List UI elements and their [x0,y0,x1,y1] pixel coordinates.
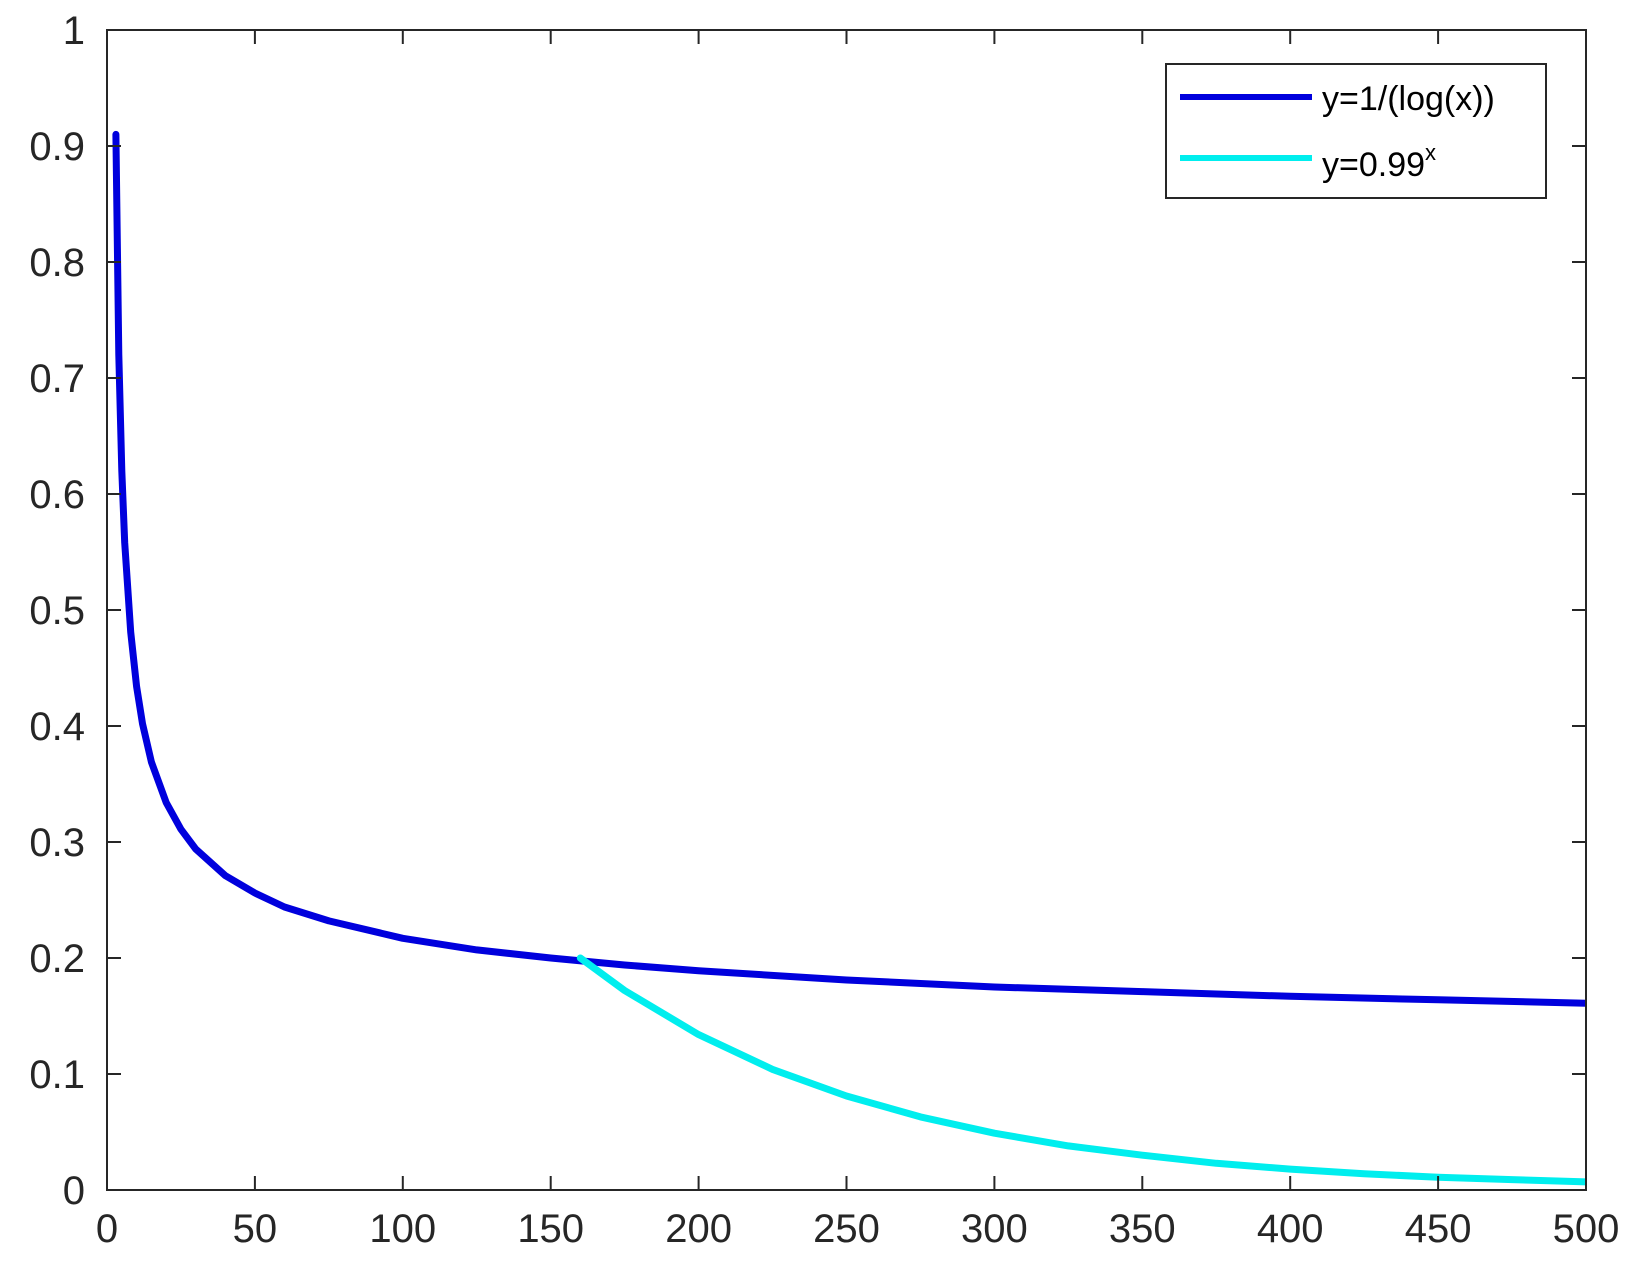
y-tick-label-8: 0.8 [29,241,85,285]
y-tick-label-6: 0.6 [29,473,85,517]
y-tick-label-3: 0.3 [29,821,85,865]
x-tick-label-5: 250 [813,1207,880,1251]
legend-box [1165,63,1547,199]
legend-label-1: y=0.99x [1322,140,1436,184]
tick-layer: 0 50 100 150 200 250 300 350 400 450 500 0 0.1 0.2 0.3… [29,9,1619,1251]
legend-label-0-base: y=1/(log(x)) [1322,80,1495,118]
series-line-1 [576,954,1586,1186]
series-line-0 [112,130,1586,1007]
x-tick-label-1: 50 [233,1207,278,1251]
y-tick-label-10: 1 [63,9,85,53]
y-tick-label-0: 0 [63,1169,85,1213]
x-tick-label-2: 100 [369,1207,436,1251]
y-tick-label-9: 0.9 [29,125,85,169]
x-tick-label-4: 200 [665,1207,732,1251]
y-tick-label-2: 0.2 [29,937,85,981]
legend-label-0: y=1/(log(x)) [1322,80,1495,118]
y-tick-label-4: 0.4 [29,705,85,749]
x-tick-label-10: 500 [1553,1207,1620,1251]
y-tick-label-5: 0.5 [29,589,85,633]
legend-label-1-superscript: x [1425,140,1436,165]
y-tick-label-1: 0.1 [29,1053,85,1097]
legend-label-1-base: y=0.99 [1322,146,1425,184]
series-layer [112,130,1586,1186]
x-tick-label-3: 150 [517,1207,584,1251]
legend: y=1/(log(x)) y=0.99x [1165,63,1547,199]
x-tick-label-6: 300 [961,1207,1028,1251]
x-tick-label-0: 0 [96,1207,118,1251]
x-tick-label-8: 400 [1257,1207,1324,1251]
y-tick-label-7: 0.7 [29,357,85,401]
x-tick-label-9: 450 [1405,1207,1472,1251]
x-tick-label-7: 350 [1109,1207,1176,1251]
